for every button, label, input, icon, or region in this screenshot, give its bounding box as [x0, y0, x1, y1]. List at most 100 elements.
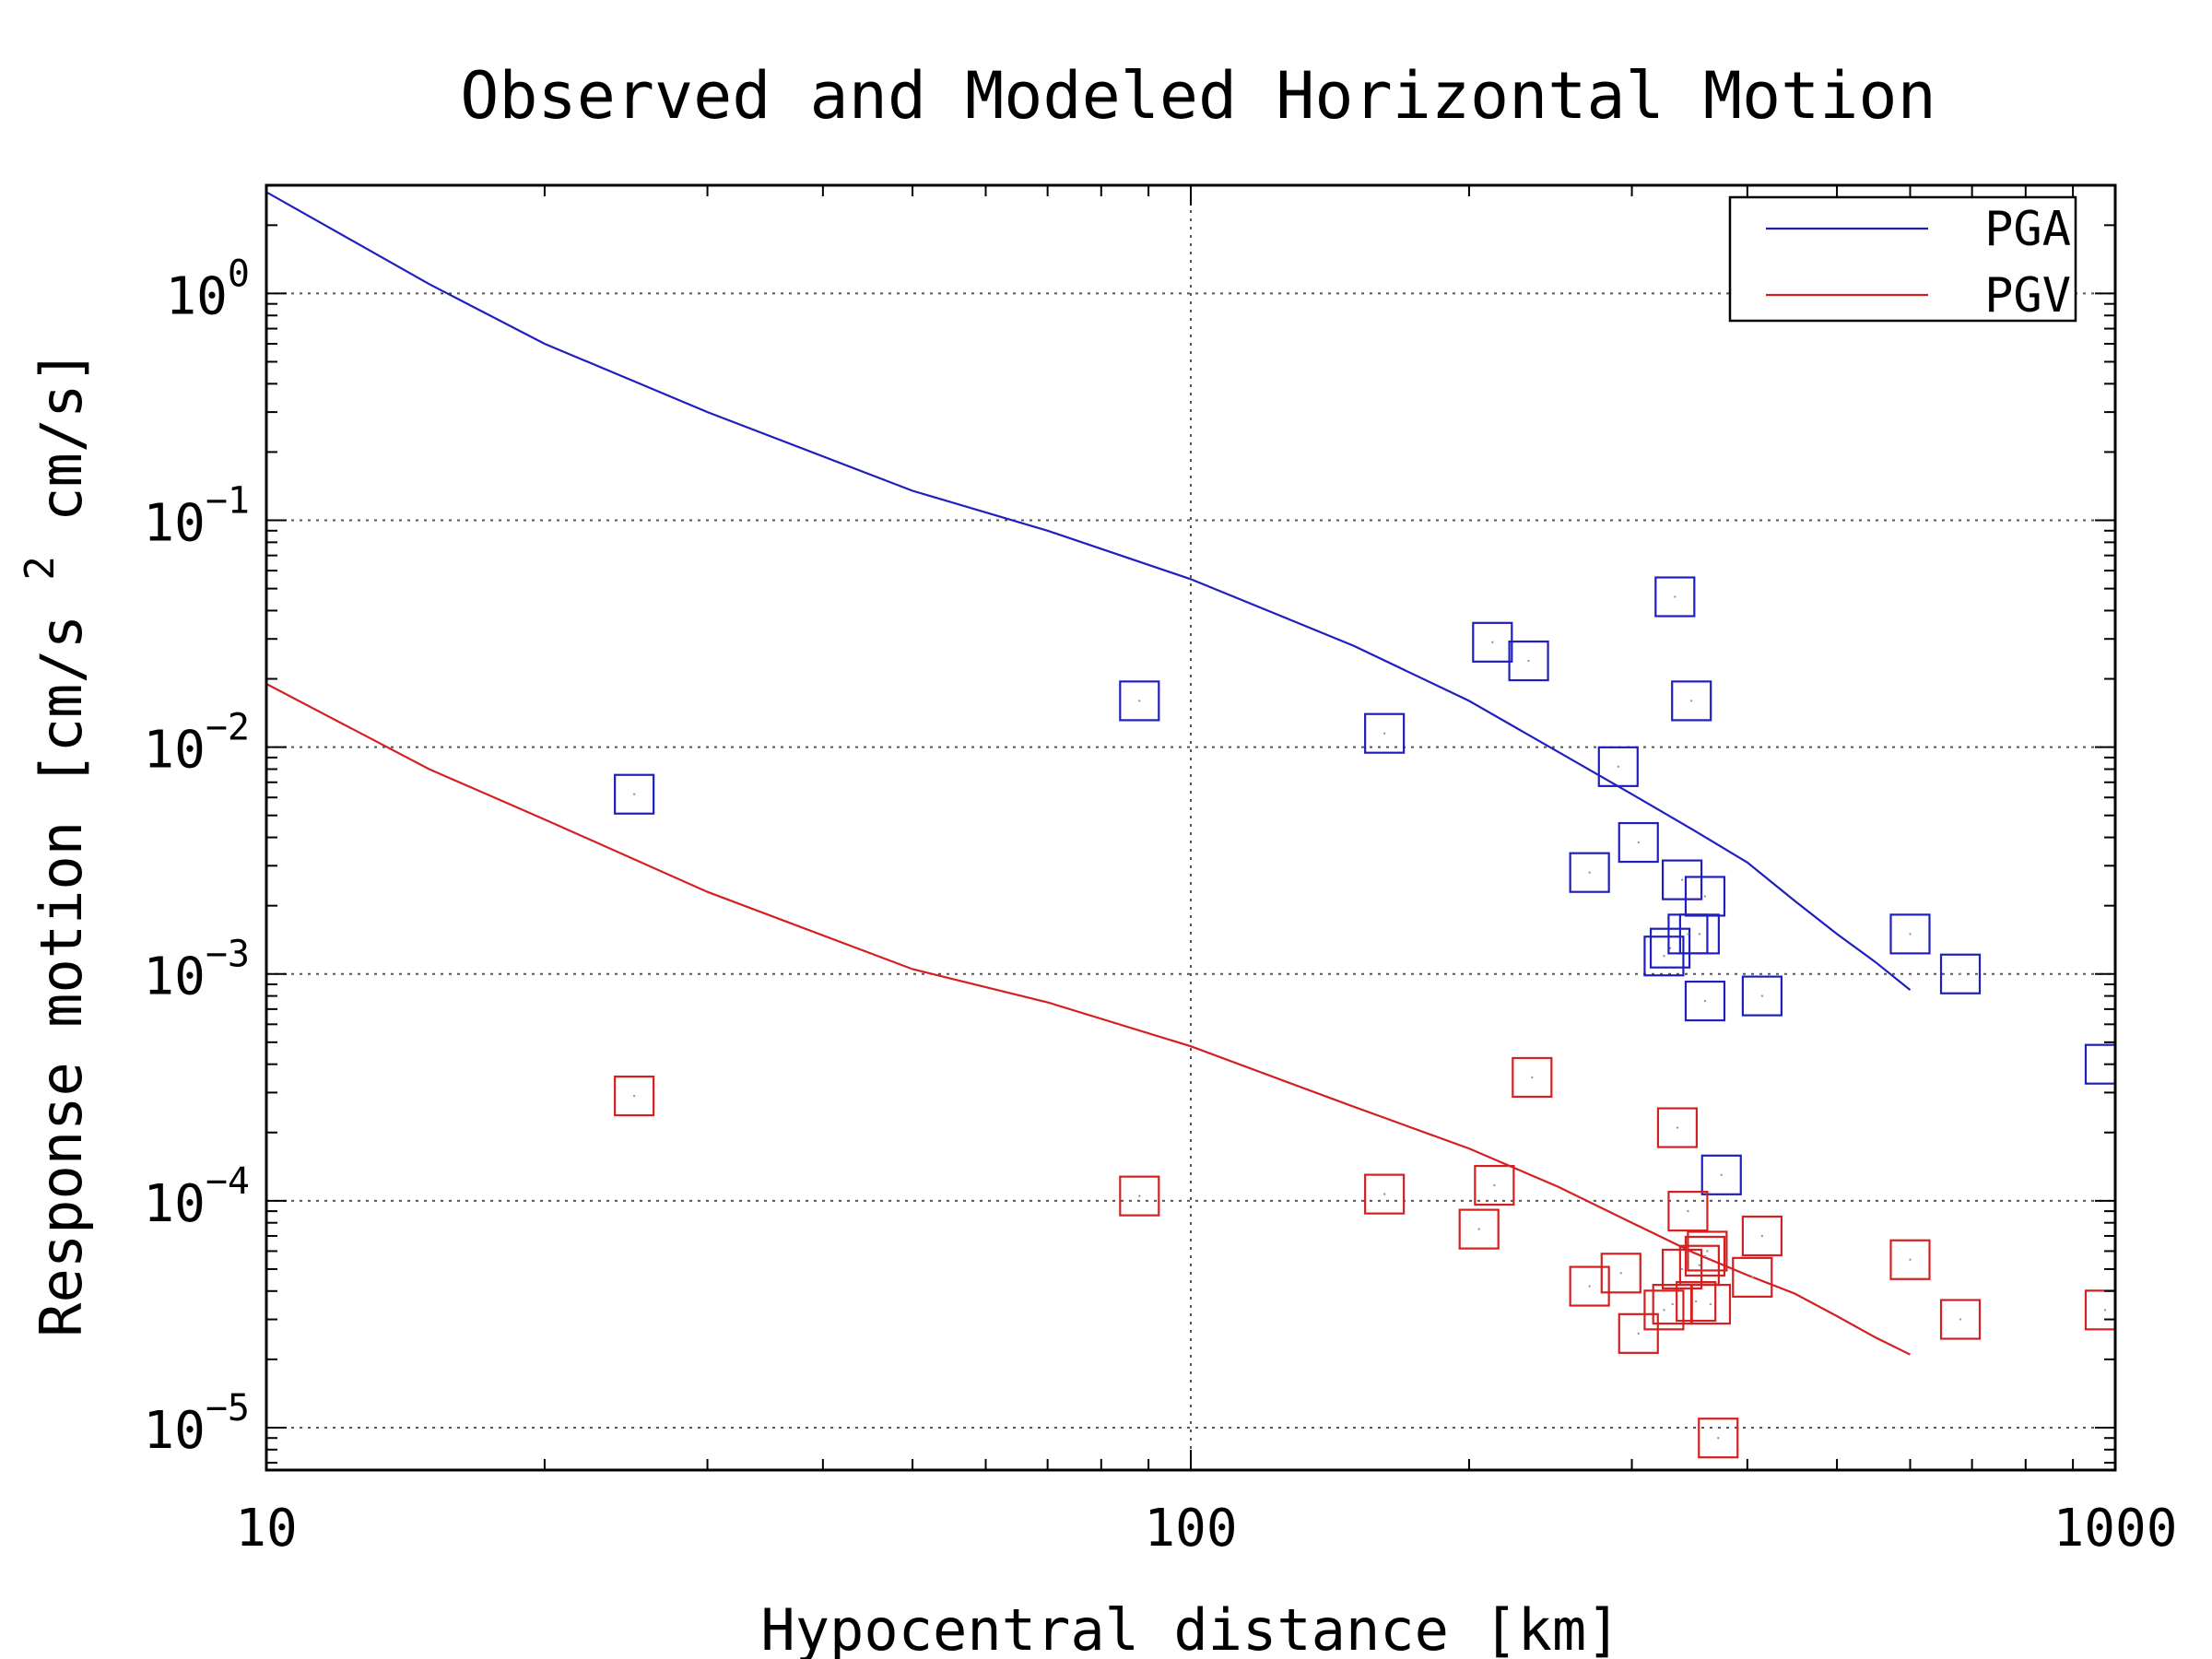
data-point	[614, 773, 655, 815]
data-point-center	[1909, 933, 1912, 935]
data-point	[1569, 1265, 1610, 1307]
y-tick-label: 10−4	[143, 1160, 250, 1234]
y-axis-label: Response motion [cm/s 2 cm/s]	[17, 349, 95, 1337]
data-point	[1741, 1215, 1783, 1257]
data-point-center	[1703, 895, 1707, 898]
data-point	[1474, 1164, 1515, 1206]
data-point	[1508, 640, 1549, 682]
data-point-center	[1382, 1193, 1386, 1195]
data-point	[1654, 576, 1696, 618]
series-pgv-observed	[614, 1056, 2115, 1459]
data-point-center	[1138, 700, 1141, 702]
data-point	[1939, 1299, 1982, 1340]
data-point	[1618, 821, 1659, 864]
data-point-center	[1698, 1264, 1701, 1266]
y-tick-label-exponent: −1	[206, 480, 250, 523]
data-point-center	[632, 793, 636, 795]
data-point	[1512, 1056, 1553, 1099]
data-point	[614, 1075, 655, 1117]
data-point	[1364, 1173, 1406, 1215]
x-tick-label: 1000	[2053, 1499, 2178, 1559]
y-axis-label-rest: cm/s]	[28, 349, 95, 556]
data-point-center	[1751, 1276, 1754, 1279]
data-point-center	[1671, 1302, 1674, 1306]
y-tick-label-base: 10	[143, 1174, 205, 1234]
data-point-center	[1527, 659, 1530, 663]
data-point-center	[1687, 933, 1689, 935]
data-point-center	[1382, 732, 1386, 735]
data-point-center	[1717, 1437, 1720, 1440]
data-point	[1649, 927, 1691, 969]
y-tick-label-exponent: −2	[206, 707, 250, 749]
series-layer	[266, 191, 2115, 1459]
y-tick-label-exponent: −5	[206, 1387, 250, 1430]
data-point-center	[1493, 1183, 1496, 1187]
series-line	[266, 683, 1911, 1356]
data-point	[2084, 1043, 2115, 1085]
legend-box	[1728, 195, 2077, 323]
y-tick-label-exponent: −3	[206, 934, 250, 976]
data-point	[1889, 913, 1931, 955]
data-point-center	[1588, 1285, 1591, 1288]
y-tick-label: 10−5	[143, 1387, 250, 1461]
data-point	[1618, 1312, 1659, 1354]
data-point-center	[1138, 1194, 1141, 1197]
data-point	[1684, 1235, 1726, 1277]
data-point	[1889, 1239, 1931, 1280]
series-pga	[266, 191, 1912, 991]
y-tick-label: 100	[165, 253, 250, 326]
data-point-center	[1588, 871, 1591, 874]
data-point-center	[1720, 1173, 1723, 1177]
data-point-center	[1687, 1209, 1689, 1213]
data-point-center	[1531, 1076, 1534, 1079]
y-axis-label-superscript: 2	[17, 556, 64, 581]
data-point-center	[1674, 595, 1677, 598]
data-point-center	[1680, 878, 1684, 881]
data-point	[1689, 1283, 1732, 1325]
series-pga-observed	[614, 576, 2115, 1195]
y-tick-label: 10−2	[143, 707, 250, 781]
legend-label: PGA	[1984, 202, 2071, 257]
data-point	[1119, 680, 1160, 722]
data-point-center	[1637, 841, 1640, 844]
data-point-center	[1619, 1272, 1622, 1275]
data-point	[1939, 953, 1982, 994]
x-tick-label: 10	[235, 1499, 297, 1559]
y-tick-label: 10−1	[143, 480, 250, 554]
data-point-center	[1617, 765, 1619, 769]
y-tick-label-base: 10	[143, 494, 205, 554]
data-point	[1661, 1248, 1703, 1290]
data-point-center	[1663, 955, 1665, 958]
data-point-center	[1477, 1228, 1480, 1230]
data-point	[1671, 680, 1712, 722]
y-tick-label: 10−3	[143, 934, 250, 1007]
data-point	[1661, 859, 1703, 900]
data-point	[1656, 1107, 1699, 1148]
data-point-center	[1959, 1318, 1962, 1321]
y-tick-label-base: 10	[143, 721, 205, 781]
data-point	[1676, 1280, 1717, 1323]
data-point-center	[1760, 994, 1764, 997]
series-pgv	[266, 683, 1911, 1356]
data-point-center	[1703, 999, 1707, 1003]
y-axis-label-text: Response motion [cm/s	[28, 615, 95, 1337]
data-point-center	[1690, 700, 1693, 702]
y-tick-label-base: 10	[165, 266, 227, 326]
legend: PGA PGV	[1728, 195, 2077, 324]
data-point	[1643, 935, 1685, 977]
data-point	[1597, 746, 1639, 787]
series-line	[266, 191, 1912, 991]
data-point	[1364, 712, 1406, 754]
data-point-center	[1680, 1267, 1684, 1271]
data-point-center	[1909, 1258, 1912, 1261]
data-point-center	[1698, 933, 1701, 935]
data-point-center	[1637, 1332, 1640, 1335]
y-tick-label-exponent: −4	[206, 1160, 250, 1203]
x-axis-label: Hypocentral distance [km]	[760, 1596, 1620, 1659]
data-point-center	[1703, 1254, 1707, 1258]
data-point	[1643, 1289, 1685, 1331]
data-point	[1687, 1230, 1728, 1272]
data-point-center	[1694, 1300, 1698, 1303]
x-tick-label: 100	[1144, 1499, 1237, 1559]
